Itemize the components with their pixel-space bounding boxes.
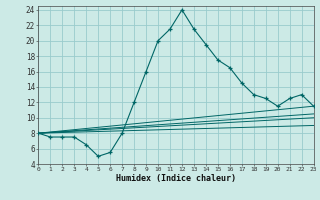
X-axis label: Humidex (Indice chaleur): Humidex (Indice chaleur): [116, 174, 236, 183]
